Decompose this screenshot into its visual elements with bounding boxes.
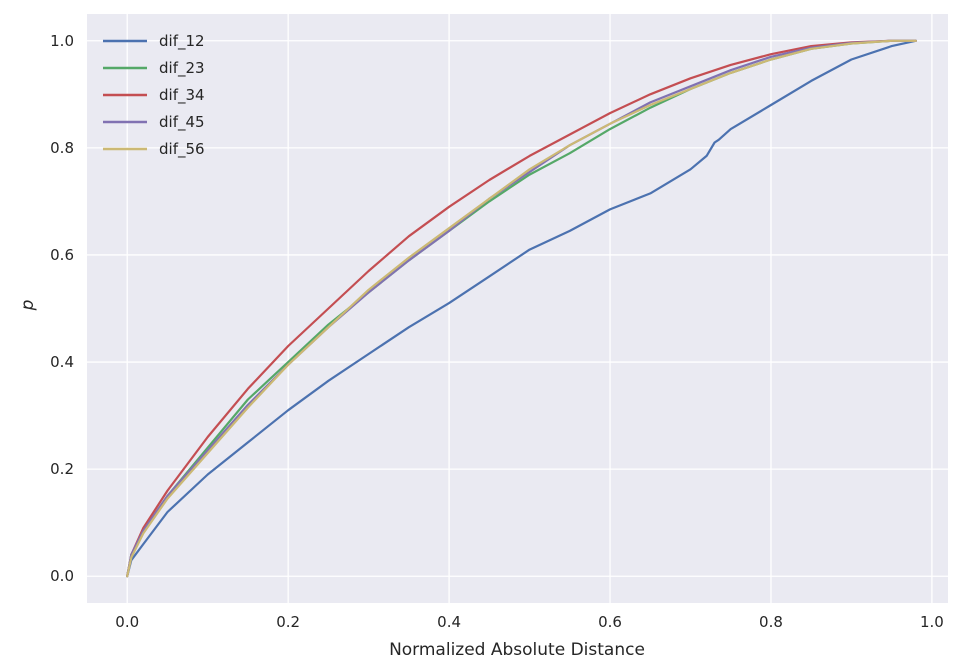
y-tick-label: 0.6 <box>50 246 74 264</box>
x-tick-label: 0.8 <box>759 613 783 631</box>
plot-background <box>87 14 948 603</box>
y-tick-label: 1.0 <box>50 32 74 50</box>
y-tick-labels: 0.0 0.2 0.4 0.6 0.8 1.0 <box>50 32 74 585</box>
y-tick-label: 0.0 <box>50 567 74 585</box>
x-tick-labels: 0.0 0.2 0.4 0.6 0.8 1.0 <box>115 613 944 631</box>
legend-label-dif-56: dif_56 <box>159 140 205 159</box>
series-line-dif-12 <box>126 39 917 578</box>
legend-label-dif-34: dif_34 <box>159 86 205 105</box>
series-line-dif-34 <box>126 39 917 578</box>
y-tick-label: 0.8 <box>50 139 74 157</box>
x-tick-label: 1.0 <box>920 613 944 631</box>
y-axis-label: p <box>18 299 38 311</box>
legend-label-dif-12: dif_12 <box>159 32 205 51</box>
series-line-dif-56 <box>126 39 917 578</box>
y-tick-label: 0.4 <box>50 353 74 371</box>
legend: dif_12 dif_23 dif_34 dif_45 dif_56 <box>103 32 205 159</box>
y-tick-label: 0.2 <box>50 460 74 478</box>
x-tick-label: 0.0 <box>115 613 139 631</box>
legend-label-dif-23: dif_23 <box>159 59 205 78</box>
x-tick-label: 0.2 <box>276 613 300 631</box>
x-tick-label: 0.6 <box>598 613 622 631</box>
series-lines <box>126 39 917 578</box>
x-tick-label: 0.4 <box>437 613 461 631</box>
x-axis-label: Normalized Absolute Distance <box>389 640 645 660</box>
grid-lines <box>87 14 948 603</box>
legend-label-dif-45: dif_45 <box>159 113 205 132</box>
